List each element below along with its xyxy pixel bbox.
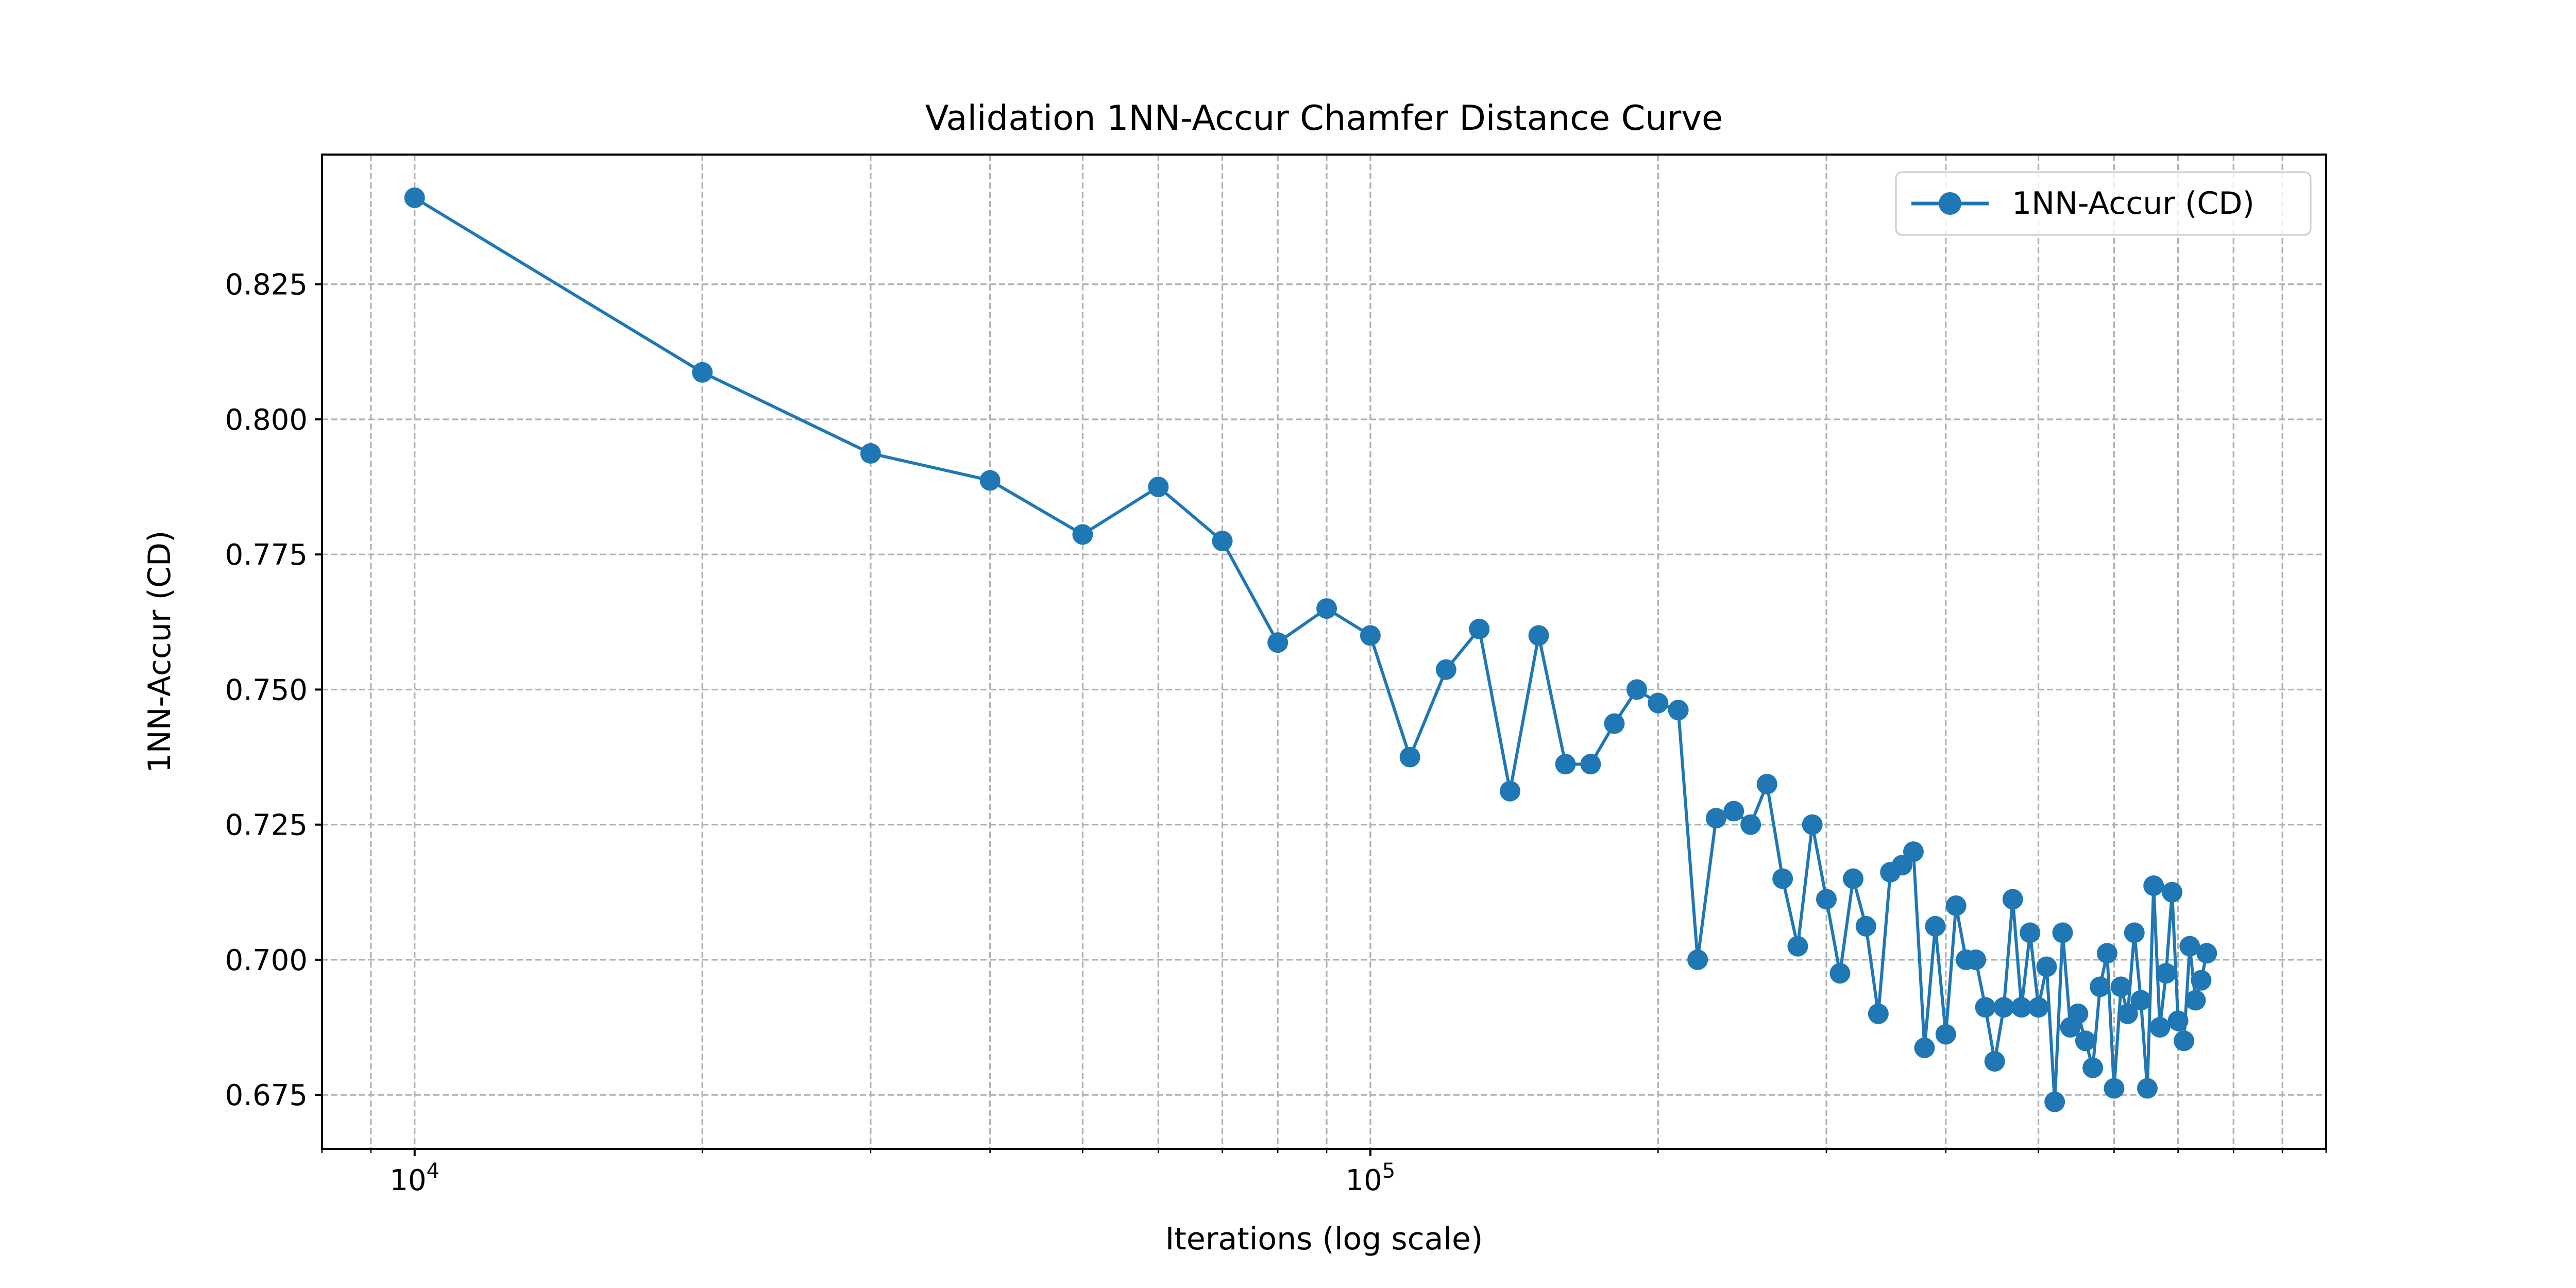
data-point (1984, 1051, 2005, 1072)
data-point (1816, 889, 1837, 910)
data-point (860, 443, 881, 464)
y-axis-label: 1NN-Accur (CD) (142, 531, 178, 773)
data-point (1705, 808, 1726, 829)
data-point (2137, 1078, 2158, 1099)
data-point (979, 470, 1001, 491)
data-point (1855, 916, 1876, 937)
data-point (692, 362, 713, 383)
data-point (1903, 841, 1924, 862)
data-point (2036, 956, 2057, 977)
data-point (1626, 679, 1648, 700)
data-point (1842, 868, 1863, 889)
data-point (1925, 916, 1946, 937)
data-point (2090, 976, 2111, 997)
data-point (2191, 970, 2212, 991)
plot-frame (321, 154, 2327, 1150)
data-point (2052, 922, 2073, 943)
chart-title: Validation 1NN-Accur Chamfer Distance Cu… (925, 98, 1723, 138)
data-point (2110, 976, 2131, 997)
data-point (2130, 990, 2151, 1011)
data-point (1993, 997, 2014, 1018)
data-point (1360, 625, 1381, 646)
data-point (1604, 713, 1625, 734)
data-point (1435, 659, 1456, 680)
data-point (2104, 1078, 2125, 1099)
data-point (1580, 754, 1601, 775)
data-point (1723, 801, 1744, 822)
data-point (2011, 997, 2032, 1018)
data-point (2149, 1016, 2171, 1038)
data-point (2185, 990, 2206, 1011)
data-point (2124, 922, 2145, 943)
data-point (1687, 949, 1708, 970)
data-point (1648, 692, 1669, 714)
x-tick-label: 105 (1346, 1159, 1396, 1197)
y-tick-label: 0.800 (225, 403, 308, 437)
y-tick-label: 0.675 (225, 1079, 308, 1112)
data-point (2162, 882, 2183, 903)
data-point (2096, 943, 2117, 964)
data-point (1148, 477, 1169, 498)
data-point (1212, 530, 1233, 551)
data-point (2143, 875, 2164, 896)
data-point (1072, 524, 1093, 545)
data-point (2028, 997, 2049, 1018)
data-point (2174, 1030, 2195, 1052)
data-point (1868, 1003, 1889, 1024)
legend-box (1895, 171, 2312, 236)
data-point (2082, 1057, 2104, 1078)
data-point (1668, 700, 1689, 721)
data-point (1802, 814, 1823, 835)
data-point (1914, 1037, 1935, 1058)
x-tick-label: 104 (389, 1159, 439, 1197)
data-point (1965, 949, 1987, 970)
data-point (2156, 963, 2177, 984)
data-point (1829, 963, 1851, 984)
data-point (404, 187, 425, 208)
data-point (2196, 943, 2217, 964)
data-point (2167, 1010, 2189, 1031)
y-tick-label: 0.825 (225, 268, 308, 302)
data-point (1316, 598, 1337, 619)
data-point (1975, 997, 1996, 1018)
data-point (1787, 936, 1808, 957)
legend: 1NN-Accur (CD) (1895, 171, 2312, 236)
legend-label: 1NN-Accur (CD) (2012, 185, 2255, 222)
y-tick-label: 0.775 (225, 538, 308, 572)
data-point (2020, 922, 2041, 943)
data-point (1555, 754, 1576, 775)
data-point (1528, 625, 1549, 646)
axis-ticks: 104 105 0.675 0.700 0.725 0.750 0.775 0.800 0.82… (225, 268, 2327, 1197)
data-point (1935, 1024, 1956, 1045)
data-point (2044, 1091, 2065, 1112)
data-point (2179, 936, 2200, 957)
y-tick-label: 0.725 (225, 809, 308, 842)
data-point (1399, 747, 1420, 768)
y-tick-label: 0.700 (225, 944, 308, 977)
data-point (2117, 1003, 2138, 1024)
data-point (1945, 895, 1967, 916)
data-point (1740, 814, 1761, 835)
y-tick-label: 0.750 (225, 673, 308, 707)
series-line (414, 196, 2209, 1104)
data-point (1499, 781, 1520, 802)
data-point (2067, 1003, 2089, 1024)
data-point (2002, 889, 2023, 910)
data-point (1267, 632, 1289, 653)
data-series (404, 187, 2217, 1112)
data-point (1756, 773, 1777, 794)
data-point (1469, 618, 1490, 639)
x-axis-label: Iterations (log scale) (1165, 1221, 1483, 1257)
data-point (1891, 855, 1912, 876)
data-point (1772, 868, 1793, 889)
data-point (2075, 1030, 2096, 1052)
legend-marker (1939, 192, 1961, 215)
